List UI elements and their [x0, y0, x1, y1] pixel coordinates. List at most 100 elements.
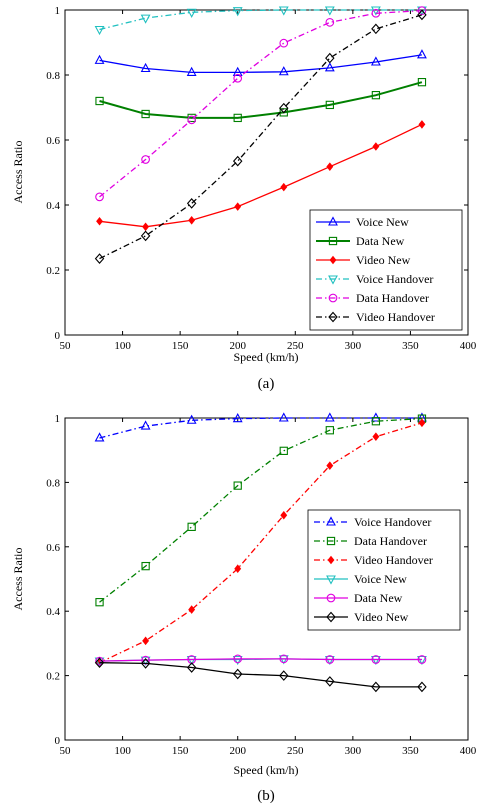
data-point-video-new-a: [142, 222, 150, 232]
data-point-voice-handover-a: [140, 14, 151, 24]
data-point-voice-handover-a: [94, 25, 105, 36]
data-point-video-new-a: [234, 202, 242, 211]
y-tick-label-a: 0.8: [46, 70, 60, 82]
series-group-b: [94, 412, 427, 693]
legend-label-data-handover-a: Data Handover: [356, 291, 429, 305]
legend-box-b: [307, 509, 461, 631]
legend-label-data-handover-b: Data Handover: [354, 534, 427, 548]
legend-marker-data-handover-a: [328, 293, 338, 303]
x-ticks-a: 50 100 150 200 250 300 350 400: [60, 10, 477, 352]
data-point-voice-new-b: [186, 655, 197, 666]
y-tick-label-b: 0.2: [46, 671, 60, 683]
x-tick-label-b: 100: [114, 745, 131, 757]
caption-b: (b): [257, 788, 275, 804]
data-point-voice-new-a: [140, 62, 151, 73]
y-ticks-a: 0 0.2 0.4 0.6 0.8 1: [46, 5, 468, 342]
data-point-video-handover-b: [234, 564, 242, 573]
data-point-video-handover-b: [418, 418, 426, 428]
x-tick-label-b: 150: [172, 745, 189, 757]
data-point-video-handover-b: [142, 636, 150, 646]
data-point-video-handover-a: [325, 52, 335, 64]
legend-a: Voice New Data New Video New Voice Handover…: [309, 209, 463, 331]
data-point-voice-new-a: [370, 56, 381, 66]
caption-a: (a): [258, 376, 275, 392]
data-point-data-handover-a: [233, 73, 243, 83]
data-point-voice-new-b: [370, 655, 381, 666]
y-tick-label-b: 0.4: [46, 606, 60, 618]
data-point-data-handover-b: [371, 417, 381, 426]
y-axis-label-a: Access Ratio: [11, 141, 25, 204]
data-point-voice-new-a: [324, 62, 335, 72]
data-point-voice-handover-a: [232, 7, 243, 17]
legend-marker-data-new-b: [326, 593, 336, 603]
data-point-voice-new-a: [94, 54, 105, 64]
data-point-voice-handover-a: [324, 6, 335, 16]
legend-marker-voice-new-a: [328, 216, 338, 226]
data-point-data-handover-b: [279, 446, 288, 455]
x-tick-label-a: 150: [172, 340, 189, 352]
data-point-data-new-b: [417, 655, 427, 664]
data-point-video-new-a: [188, 215, 196, 225]
data-point-video-handover-a: [140, 230, 151, 242]
x-tick-label-b: 50: [60, 745, 72, 757]
data-point-data-handover-b: [233, 481, 242, 490]
data-point-voice-handover-b: [278, 412, 289, 422]
data-point-video-new-b: [417, 681, 427, 693]
legend-marker-voice-handover-b: [326, 516, 336, 526]
data-point-video-new-b: [186, 662, 197, 673]
data-point-data-new-b: [371, 655, 381, 664]
data-point-video-handover-b: [326, 461, 334, 470]
data-point-data-new-a: [141, 109, 150, 119]
data-point-data-new-b: [279, 654, 289, 664]
data-point-data-new-a: [371, 91, 381, 100]
data-point-video-handover-b: [372, 432, 380, 441]
legend-marker-data-handover-b: [326, 536, 336, 546]
data-point-data-handover-a: [417, 6, 427, 15]
data-point-video-handover-a: [417, 9, 427, 21]
data-point-voice-handover-b: [186, 414, 197, 424]
series-line-data-new-a: [99, 81, 423, 119]
series-line-data-new-b: [99, 658, 422, 662]
legend-marker-video-handover-a: [328, 311, 338, 323]
data-point-voice-handover-b: [324, 412, 335, 422]
legend-label-voice-new-a: Voice New: [356, 215, 409, 229]
y-tick-label-b: 0.8: [46, 477, 60, 489]
data-point-video-new-b: [140, 658, 151, 669]
series-line-video-new-a: [99, 123, 423, 228]
data-point-data-new-b: [95, 656, 104, 666]
y-ticks-b: 0 0.2 0.4 0.6 0.8 1: [46, 413, 468, 747]
x-tick-label-a: 100: [114, 340, 131, 352]
series-line-voice-handover-b: [99, 417, 422, 439]
y-tick-label-a: 0.4: [46, 200, 60, 212]
x-tick-label-a: 300: [345, 340, 362, 352]
x-tick-label-b: 250: [287, 745, 304, 757]
data-point-data-new-a: [325, 100, 334, 110]
data-point-data-new-a: [95, 96, 104, 106]
x-axis-label-b: Speed (km/h): [234, 763, 299, 777]
data-point-data-new-b: [325, 655, 335, 664]
y-tick-label-b: 0: [55, 735, 61, 747]
x-tick-label-b: 200: [229, 745, 246, 757]
x-tick-label-a: 400: [460, 340, 477, 352]
data-point-data-handover-b: [187, 522, 196, 531]
legend-label-voice-handover-b: Voice Handover: [354, 515, 431, 529]
data-point-video-new-a: [326, 162, 334, 171]
legend-marker-voice-new-b: [326, 575, 336, 585]
x-tick-label-a: 200: [229, 340, 246, 352]
x-tick-label-a: 250: [287, 340, 304, 352]
y-tick-label-a: 0: [55, 330, 61, 342]
data-point-voice-handover-a: [370, 6, 381, 16]
data-point-video-new-b: [325, 676, 335, 687]
y-tick-label-a: 0.2: [46, 265, 60, 277]
data-point-video-handover-b: [280, 510, 288, 520]
y-tick-label-b: 0.6: [46, 542, 60, 554]
data-point-data-new-a: [417, 78, 427, 87]
data-point-video-new-b: [94, 657, 105, 669]
data-point-data-new-a: [233, 113, 242, 123]
legend-label-video-handover-a: Video Handover: [356, 310, 435, 324]
legend-label-video-handover-b: Video Handover: [354, 553, 433, 567]
data-point-data-new-b: [233, 654, 243, 664]
legend-label-voice-handover-a: Voice Handover: [356, 272, 433, 286]
x-tick-label-b: 400: [460, 745, 477, 757]
data-point-video-handover-a: [371, 23, 381, 35]
